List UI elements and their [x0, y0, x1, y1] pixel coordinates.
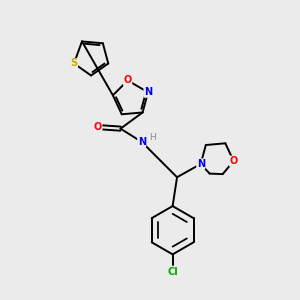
Text: N: N — [144, 87, 152, 97]
Text: O: O — [124, 76, 132, 85]
Text: Cl: Cl — [167, 267, 178, 277]
Text: H: H — [149, 133, 156, 142]
Text: N: N — [197, 159, 205, 169]
Text: S: S — [70, 58, 77, 68]
Text: O: O — [230, 156, 238, 166]
Text: N: N — [138, 137, 146, 147]
Text: O: O — [94, 122, 102, 132]
